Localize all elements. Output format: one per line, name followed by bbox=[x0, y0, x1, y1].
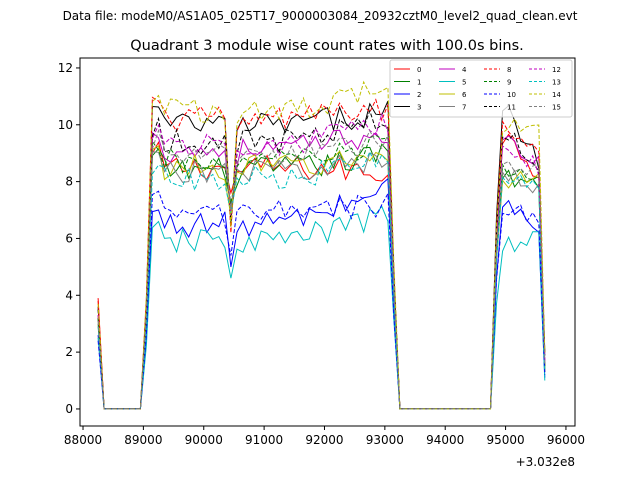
y-tick-label: 0 bbox=[65, 402, 73, 416]
legend-label-8: 8 bbox=[507, 66, 511, 74]
legend-label-9: 9 bbox=[507, 79, 511, 87]
legend-label-5: 5 bbox=[462, 79, 466, 87]
legend-label-0: 0 bbox=[417, 66, 421, 74]
legend-label-1: 1 bbox=[417, 79, 421, 87]
figure-suptitle: Data file: modeM0/AS1A05_025T17_90000030… bbox=[63, 9, 578, 23]
y-tick-label: 8 bbox=[65, 175, 73, 189]
series-line-8 bbox=[97, 96, 546, 410]
legend-frame bbox=[389, 59, 573, 118]
legend-label-11: 11 bbox=[507, 104, 516, 112]
y-tick-label: 6 bbox=[65, 231, 73, 245]
legend-label-14: 14 bbox=[552, 91, 561, 99]
x-tick-label: 94000 bbox=[426, 433, 464, 447]
x-axis: 88000 89000 90000 91000 92000 93000 94000 95000… bbox=[64, 426, 585, 447]
x-tick-label: 93000 bbox=[366, 433, 404, 447]
chart-title: Quadrant 3 module wise count rates with … bbox=[130, 38, 524, 54]
legend-label-6: 6 bbox=[462, 91, 467, 99]
legend-label-2: 2 bbox=[417, 91, 421, 99]
axes-frame bbox=[79, 57, 576, 427]
series-layer bbox=[97, 80, 546, 410]
legend-label-10: 10 bbox=[507, 91, 516, 99]
y-tick-label: 2 bbox=[65, 345, 73, 359]
x-tick-label: 95000 bbox=[486, 433, 524, 447]
x-offset-label: +3.032e8 bbox=[516, 455, 575, 469]
x-tick-label: 89000 bbox=[124, 433, 162, 447]
y-tick-label: 10 bbox=[58, 118, 73, 132]
series-line-11 bbox=[97, 109, 546, 410]
y-axis: 0 2 4 6 8 10 12 bbox=[58, 61, 80, 416]
x-tick-label: 88000 bbox=[64, 433, 102, 447]
legend-label-3: 3 bbox=[417, 104, 421, 112]
legend-label-13: 13 bbox=[552, 79, 561, 87]
legend-label-12: 12 bbox=[552, 66, 561, 74]
legend-label-7: 7 bbox=[462, 104, 466, 112]
legend-label-15: 15 bbox=[552, 104, 561, 112]
x-tick-label: 92000 bbox=[305, 433, 343, 447]
y-tick-label: 12 bbox=[58, 61, 73, 75]
x-tick-label: 96000 bbox=[547, 433, 585, 447]
y-tick-label: 4 bbox=[65, 288, 73, 302]
legend-label-4: 4 bbox=[462, 66, 467, 74]
x-tick-label: 90000 bbox=[185, 433, 223, 447]
series-line-15 bbox=[97, 129, 546, 410]
x-tick-label: 91000 bbox=[245, 433, 283, 447]
